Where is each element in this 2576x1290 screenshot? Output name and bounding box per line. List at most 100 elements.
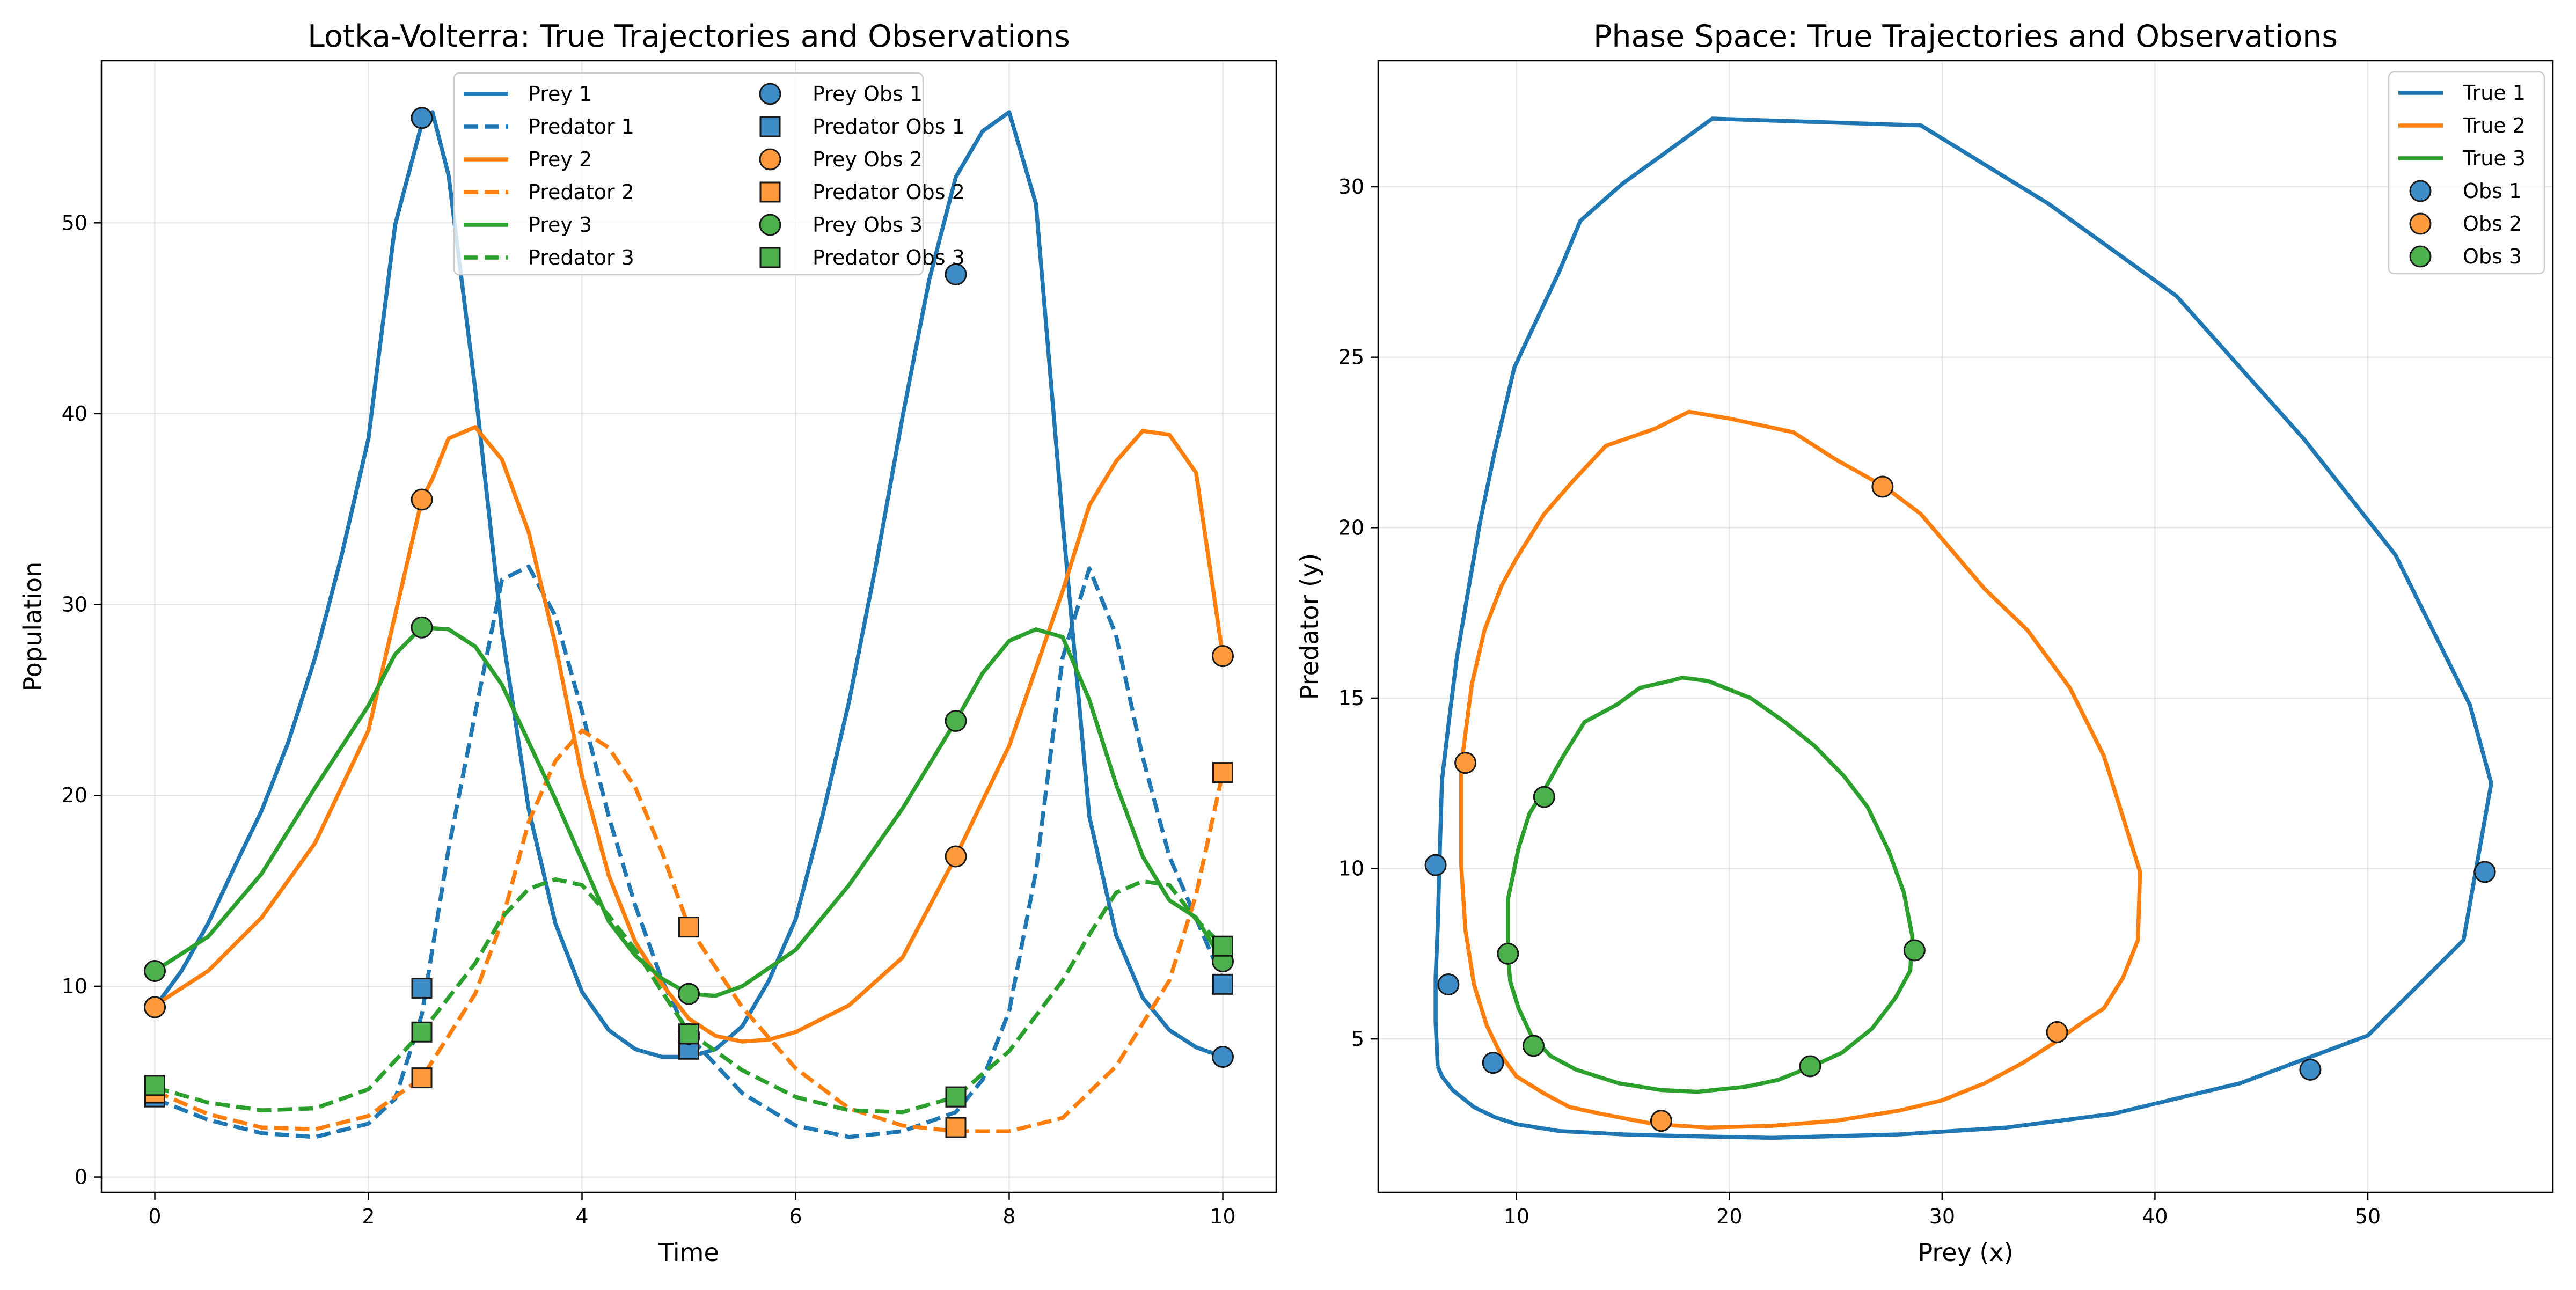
- legend-marker-swatch: [759, 181, 781, 203]
- x-tick-label: 50: [2355, 1205, 2381, 1228]
- legend-entry: Predator Obs 3: [759, 246, 965, 269]
- series-line-true-2: [1459, 409, 2142, 1130]
- observation-marker: [1650, 1110, 1672, 1132]
- legend-entry: True 2: [2398, 114, 2526, 137]
- legend-marker-swatch: [759, 116, 781, 137]
- legend-entry: Prey Obs 1: [759, 82, 923, 106]
- legend-box: [453, 72, 924, 276]
- legend-entry: Predator Obs 1: [759, 115, 965, 138]
- legend-label: Predator 3: [528, 246, 634, 269]
- y-axis-label: Population: [18, 562, 47, 692]
- y-tick-label: 10: [62, 974, 87, 998]
- observation-marker: [411, 1067, 433, 1089]
- y-axis-label: Predator (y): [1295, 553, 1324, 700]
- axes-frame: [100, 60, 1277, 1193]
- legend-entry: Prey 2: [464, 148, 592, 171]
- observation-group-prey-obs-3: [144, 616, 1234, 1005]
- legend-marker-swatch: [2409, 212, 2432, 235]
- observation-marker: [144, 996, 166, 1018]
- legend-entry: Predator 2: [464, 180, 634, 204]
- observation-marker: [1212, 762, 1233, 783]
- y-tick-label: 20: [62, 783, 87, 807]
- observation-marker: [1522, 1035, 1545, 1057]
- axes-frame: [1377, 60, 2554, 1193]
- legend-label: True 3: [2462, 146, 2526, 170]
- legend-entry: Prey 3: [464, 213, 592, 237]
- x-tick-label: 2: [362, 1205, 375, 1228]
- observation-marker: [411, 488, 433, 511]
- observation-marker: [678, 983, 700, 1005]
- x-tick-label: 0: [148, 1205, 161, 1228]
- observation-marker: [1212, 935, 1233, 957]
- observation-marker: [945, 845, 967, 868]
- y-tick-label: 10: [1338, 857, 1364, 881]
- observation-group-obs-1: [1424, 854, 2496, 1081]
- legend-marker-swatch: [2409, 180, 2432, 202]
- legend: True 1 True 2 True 3 Obs 1 Obs 2 Obs 3: [2388, 71, 2545, 275]
- observation-marker: [2299, 1058, 2322, 1081]
- legend-entry: Obs 1: [2409, 179, 2522, 203]
- observation-marker: [678, 1023, 699, 1045]
- observation-marker: [1903, 939, 1926, 962]
- plot-area: [144, 107, 1234, 1139]
- y-tick-label: 0: [75, 1166, 87, 1189]
- observation-marker: [945, 710, 967, 732]
- x-tick-label: 4: [575, 1205, 588, 1228]
- observation-marker: [1424, 854, 1447, 876]
- legend-label: Prey 2: [528, 148, 592, 171]
- observation-marker: [411, 1021, 433, 1043]
- legend-marker-swatch: [2409, 245, 2432, 268]
- legend-entry: Obs 2: [2409, 212, 2522, 236]
- y-tick-label: 30: [1338, 175, 1364, 199]
- observation-marker: [1482, 1052, 1504, 1074]
- observation-marker: [1871, 475, 1894, 498]
- legend-label: True 1: [2462, 81, 2526, 105]
- observation-marker: [144, 959, 166, 982]
- y-tick-label: 5: [1351, 1027, 1364, 1051]
- series-line-prey-1: [153, 110, 1224, 1059]
- observation-marker: [678, 917, 699, 938]
- legend-marker-swatch: [759, 148, 781, 171]
- observation-marker: [411, 977, 433, 999]
- y-tick-label: 25: [1338, 346, 1364, 369]
- legend-label: Prey Obs 1: [813, 82, 923, 106]
- plot-area: [1424, 116, 2496, 1140]
- legend-entry: True 1: [2398, 81, 2526, 105]
- legend: Prey 1 Predator 1 Prey 2 Predator 2 Prey 3 Pr…: [453, 72, 965, 276]
- y-tick-label: 50: [62, 211, 87, 234]
- observation-marker: [945, 263, 967, 285]
- legend-label: Predator 2: [528, 180, 634, 204]
- legend-label: Obs 2: [2463, 212, 2522, 236]
- observation-marker: [1533, 786, 1555, 808]
- observation-marker: [411, 616, 433, 639]
- legend-entry: Predator 3: [464, 246, 634, 269]
- series-line-true-1: [1433, 116, 2493, 1140]
- observation-marker: [2473, 861, 2496, 883]
- observation-group-obs-3: [1497, 786, 1926, 1078]
- legend-marker-swatch: [759, 83, 781, 105]
- x-axis-label: Prey (x): [1918, 1238, 2013, 1267]
- legend-marker-swatch: [759, 214, 781, 236]
- legend-entry: Obs 3: [2409, 245, 2522, 268]
- observation-marker: [411, 107, 433, 129]
- x-tick-label: 30: [1929, 1205, 1955, 1228]
- observation-group-obs-2: [1454, 475, 2068, 1132]
- y-tick-label: 40: [62, 402, 87, 426]
- legend-label: Obs 3: [2463, 245, 2522, 268]
- legend-label: Predator Obs 1: [813, 115, 965, 138]
- series-line-predator-3: [154, 877, 1225, 1115]
- legend-entry: True 3: [2398, 146, 2526, 170]
- legend-marker-swatch: [759, 247, 781, 268]
- observation-marker: [1212, 973, 1233, 995]
- x-tick-label: 6: [789, 1205, 802, 1228]
- legend-label: Predator 1: [528, 115, 634, 138]
- observation-marker: [1437, 973, 1460, 996]
- x-axis-label: Time: [658, 1238, 719, 1267]
- observation-group-predator-obs-2: [144, 762, 1233, 1138]
- y-tick-label: 20: [1338, 516, 1364, 539]
- x-tick-label: 10: [1210, 1205, 1235, 1228]
- x-tick-label: 10: [1504, 1205, 1529, 1228]
- legend-label: Prey Obs 2: [813, 148, 923, 171]
